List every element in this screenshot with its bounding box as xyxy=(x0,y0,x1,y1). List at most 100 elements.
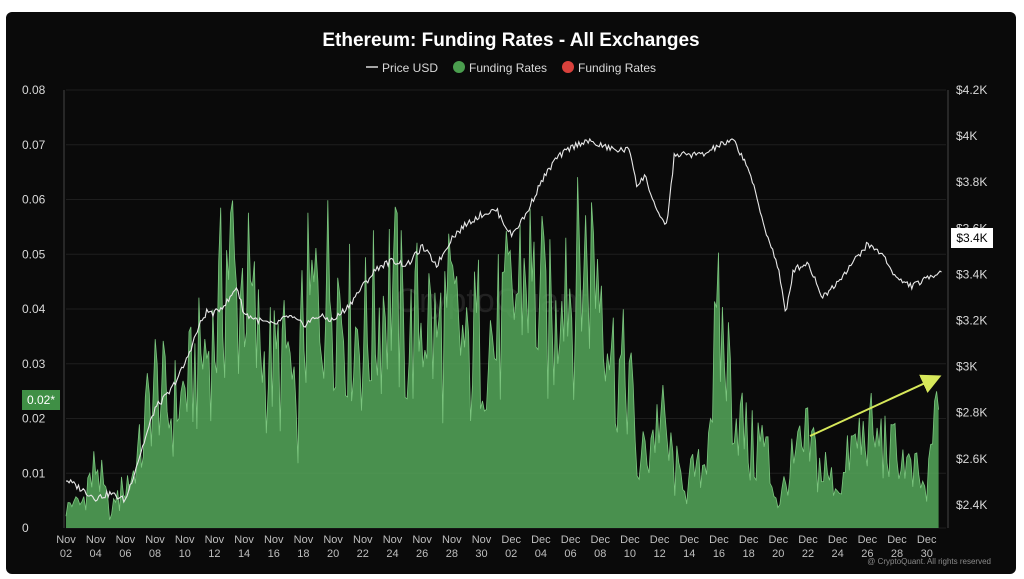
left-axis: 0 0.01 0.02 0.03 0.04 0.05 0.06 0.07 0.08 xyxy=(22,83,46,535)
x-tick-month: Dec xyxy=(828,534,848,546)
x-tick-day: 02 xyxy=(60,548,72,560)
x-tick-month: Nov xyxy=(442,534,462,546)
x-tick-month: Nov xyxy=(412,534,432,546)
right-tick-label: $2.4K xyxy=(956,498,987,512)
legend-funding-green-swatch xyxy=(453,61,465,73)
chart-svg: Ethereum: Funding Rates - All Exchanges … xyxy=(22,30,993,566)
right-tick-label: $2.6K xyxy=(956,452,987,466)
x-tick-day: 30 xyxy=(475,548,487,560)
price-current-value: $3.4K xyxy=(956,231,987,245)
x-tick-day: 08 xyxy=(594,548,606,560)
right-tick-label: $4K xyxy=(956,129,977,143)
right-tick-label: $2.8K xyxy=(956,406,987,420)
x-tick-month: Nov xyxy=(175,534,195,546)
x-tick-day: 08 xyxy=(149,548,161,560)
x-tick-day: 28 xyxy=(891,548,903,560)
x-tick-month: Nov xyxy=(86,534,106,546)
left-tick-label: 0.07 xyxy=(22,138,46,152)
x-tick-day: 12 xyxy=(653,548,665,560)
x-tick-month: Nov xyxy=(353,534,373,546)
x-tick-month: Nov xyxy=(323,534,343,546)
x-axis: Nov 02 Nov 04 Nov 06 Nov 08 Nov 10 Nov 12 Nov 14 Nov 16… xyxy=(56,534,937,560)
x-tick-month: Dec xyxy=(739,534,759,546)
x-tick-day: 04 xyxy=(535,548,547,560)
funding-current-value: 0.02* xyxy=(27,393,55,407)
x-tick-month: Nov xyxy=(472,534,492,546)
x-tick-day: 16 xyxy=(713,548,725,560)
x-tick-day: 20 xyxy=(327,548,339,560)
legend-price-label: Price USD xyxy=(382,61,438,75)
x-tick-day: 24 xyxy=(832,548,844,560)
x-tick-day: 30 xyxy=(921,548,933,560)
x-tick-day: 02 xyxy=(505,548,517,560)
x-tick-day: 22 xyxy=(802,548,814,560)
trend-arrow xyxy=(809,374,942,437)
x-tick-month: Dec xyxy=(531,534,551,546)
price-line xyxy=(66,137,942,504)
funding-rate-bars xyxy=(66,177,939,528)
chart-title: Ethereum: Funding Rates - All Exchanges xyxy=(322,30,699,51)
x-tick-day: 04 xyxy=(90,548,102,560)
legend-funding-green-label: Funding Rates xyxy=(469,61,547,75)
left-tick-label: 0 xyxy=(22,521,29,535)
x-tick-day: 18 xyxy=(743,548,755,560)
watermark: CryptoQuant xyxy=(395,282,588,320)
legend-funding-red-swatch xyxy=(562,61,574,73)
x-tick-day: 16 xyxy=(268,548,280,560)
x-tick-month: Dec xyxy=(709,534,729,546)
copyright-footer: @ CryptoQuant. All rights reserved xyxy=(867,557,991,566)
x-tick-month: Nov xyxy=(116,534,136,546)
x-tick-month: Dec xyxy=(917,534,937,546)
left-tick-label: 0.05 xyxy=(22,247,46,261)
x-tick-day: 22 xyxy=(357,548,369,560)
right-tick-label: $4.2K xyxy=(956,83,987,97)
x-tick-month: Nov xyxy=(56,534,76,546)
left-tick-label: 0.04 xyxy=(22,302,46,316)
x-tick-month: Nov xyxy=(264,534,284,546)
x-tick-month: Dec xyxy=(501,534,521,546)
left-tick-label: 0.02 xyxy=(22,412,46,426)
x-tick-month: Nov xyxy=(145,534,165,546)
right-tick-label: $3.2K xyxy=(956,314,987,328)
left-tick-label: 0.01 xyxy=(22,466,46,480)
price-current-badge: $3.4K xyxy=(951,228,993,248)
x-tick-month: Dec xyxy=(769,534,789,546)
left-tick-label: 0.08 xyxy=(22,83,46,97)
x-tick-month: Nov xyxy=(383,534,403,546)
legend-funding-red-label: Funding Rates xyxy=(578,61,656,75)
x-tick-month: Dec xyxy=(650,534,670,546)
x-tick-day: 20 xyxy=(772,548,784,560)
x-tick-day: 10 xyxy=(624,548,636,560)
x-tick-day: 06 xyxy=(564,548,576,560)
chart-panel: Ethereum: Funding Rates - All Exchanges … xyxy=(6,12,1016,574)
x-tick-day: 14 xyxy=(238,548,250,560)
right-tick-label: $3K xyxy=(956,360,977,374)
funding-rate-outline xyxy=(65,177,939,520)
x-tick-month: Dec xyxy=(798,534,818,546)
x-tick-month: Nov xyxy=(205,534,225,546)
funding-current-badge: 0.02* xyxy=(22,390,60,410)
left-tick-label: 0.03 xyxy=(22,357,46,371)
right-axis: $2.4K$2.6K$2.8K$3K$3.2K$3.4K$3.6K$3.8K$4… xyxy=(956,83,987,512)
x-tick-month: Nov xyxy=(294,534,314,546)
x-tick-month: Nov xyxy=(234,534,254,546)
x-tick-day: 06 xyxy=(119,548,131,560)
x-tick-day: 12 xyxy=(208,548,220,560)
x-tick-month: Dec xyxy=(679,534,699,546)
left-tick-label: 0.06 xyxy=(22,193,46,207)
x-tick-month: Dec xyxy=(620,534,640,546)
x-tick-day: 14 xyxy=(683,548,695,560)
x-tick-day: 26 xyxy=(861,548,873,560)
x-tick-day: 10 xyxy=(179,548,191,560)
right-tick-label: $3.8K xyxy=(956,175,987,189)
x-tick-month: Dec xyxy=(590,534,610,546)
x-tick-month: Dec xyxy=(887,534,907,546)
x-tick-day: 24 xyxy=(386,548,398,560)
x-tick-day: 26 xyxy=(416,548,428,560)
right-tick-label: $3.4K xyxy=(956,267,987,281)
legend: Price USD Funding Rates Funding Rates xyxy=(366,61,656,75)
x-tick-month: Dec xyxy=(561,534,581,546)
x-tick-day: 28 xyxy=(446,548,458,560)
x-tick-month: Dec xyxy=(858,534,878,546)
